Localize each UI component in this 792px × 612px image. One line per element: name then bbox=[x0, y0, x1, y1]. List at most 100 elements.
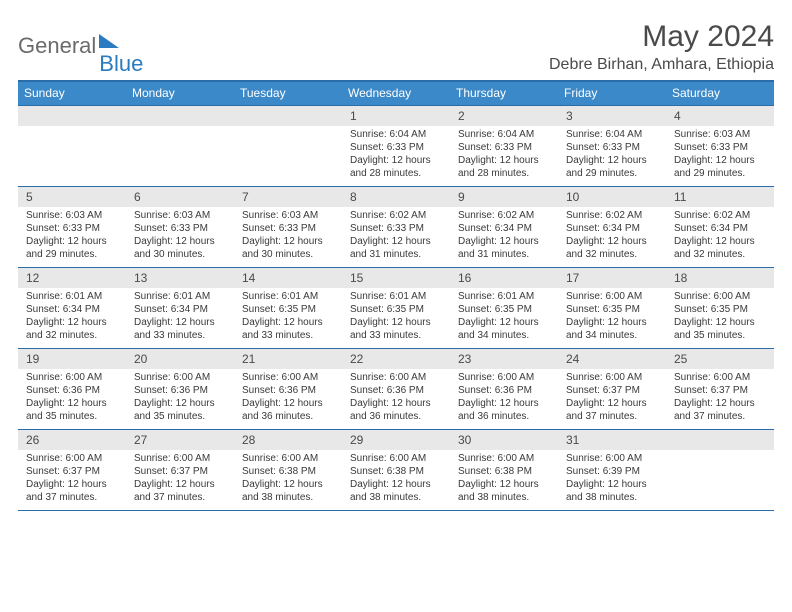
info-line: Sunset: 6:33 PM bbox=[674, 141, 770, 154]
info-line: and 28 minutes. bbox=[458, 167, 554, 180]
info-line: Sunrise: 6:00 AM bbox=[566, 290, 662, 303]
day-number: 28 bbox=[234, 430, 342, 450]
day-info: Sunrise: 6:00 AMSunset: 6:36 PMDaylight:… bbox=[234, 369, 342, 423]
info-line: Sunset: 6:34 PM bbox=[458, 222, 554, 235]
info-line: Sunset: 6:38 PM bbox=[350, 465, 446, 478]
info-line: Daylight: 12 hours bbox=[674, 154, 770, 167]
info-line: Daylight: 12 hours bbox=[26, 235, 122, 248]
day-info: Sunrise: 6:01 AMSunset: 6:34 PMDaylight:… bbox=[126, 288, 234, 342]
day-info: Sunrise: 6:00 AMSunset: 6:38 PMDaylight:… bbox=[450, 450, 558, 504]
info-line: and 36 minutes. bbox=[458, 410, 554, 423]
day-number: 14 bbox=[234, 268, 342, 288]
calendar-cell: 21Sunrise: 6:00 AMSunset: 6:36 PMDayligh… bbox=[234, 349, 342, 429]
info-line: Daylight: 12 hours bbox=[674, 316, 770, 329]
info-line: Daylight: 12 hours bbox=[134, 235, 230, 248]
info-line: Sunset: 6:35 PM bbox=[242, 303, 338, 316]
day-info: Sunrise: 6:00 AMSunset: 6:36 PMDaylight:… bbox=[126, 369, 234, 423]
day-info: Sunrise: 6:04 AMSunset: 6:33 PMDaylight:… bbox=[558, 126, 666, 180]
info-line: Sunset: 6:36 PM bbox=[350, 384, 446, 397]
day-number: 18 bbox=[666, 268, 774, 288]
dayhead-monday: Monday bbox=[126, 82, 234, 105]
day-number: 25 bbox=[666, 349, 774, 369]
week-row: 1Sunrise: 6:04 AMSunset: 6:33 PMDaylight… bbox=[18, 105, 774, 186]
day-info: Sunrise: 6:01 AMSunset: 6:35 PMDaylight:… bbox=[234, 288, 342, 342]
calendar-cell: 6Sunrise: 6:03 AMSunset: 6:33 PMDaylight… bbox=[126, 187, 234, 267]
day-number: 30 bbox=[450, 430, 558, 450]
dayhead-friday: Friday bbox=[558, 82, 666, 105]
info-line: and 38 minutes. bbox=[458, 491, 554, 504]
day-info: Sunrise: 6:03 AMSunset: 6:33 PMDaylight:… bbox=[234, 207, 342, 261]
day-number: 21 bbox=[234, 349, 342, 369]
info-line: Sunrise: 6:00 AM bbox=[566, 452, 662, 465]
day-number: 22 bbox=[342, 349, 450, 369]
day-info: Sunrise: 6:01 AMSunset: 6:35 PMDaylight:… bbox=[342, 288, 450, 342]
info-line: Sunrise: 6:00 AM bbox=[674, 290, 770, 303]
info-line: Sunset: 6:34 PM bbox=[566, 222, 662, 235]
location-text: Debre Birhan, Amhara, Ethiopia bbox=[549, 56, 774, 74]
info-line: Daylight: 12 hours bbox=[350, 478, 446, 491]
day-number: 9 bbox=[450, 187, 558, 207]
day-info: Sunrise: 6:03 AMSunset: 6:33 PMDaylight:… bbox=[666, 126, 774, 180]
info-line: and 32 minutes. bbox=[26, 329, 122, 342]
calendar-cell: 28Sunrise: 6:00 AMSunset: 6:38 PMDayligh… bbox=[234, 430, 342, 510]
info-line: Sunset: 6:33 PM bbox=[350, 222, 446, 235]
day-info: Sunrise: 6:00 AMSunset: 6:37 PMDaylight:… bbox=[666, 369, 774, 423]
info-line: Daylight: 12 hours bbox=[674, 397, 770, 410]
calendar-cell: 22 Sunrise: 6:00 AMSunset: 6:36 PMDayligh… bbox=[342, 349, 450, 429]
info-line: and 35 minutes. bbox=[674, 329, 770, 342]
day-number: 10 bbox=[558, 187, 666, 207]
info-line: Sunrise: 6:00 AM bbox=[242, 371, 338, 384]
day-number: 12 bbox=[18, 268, 126, 288]
day-number: 24 bbox=[558, 349, 666, 369]
info-line: Sunrise: 6:04 AM bbox=[458, 128, 554, 141]
calendar-cell: 12Sunrise: 6:01 AMSunset: 6:34 PMDayligh… bbox=[18, 268, 126, 348]
info-line: Sunset: 6:36 PM bbox=[26, 384, 122, 397]
info-line: and 37 minutes. bbox=[674, 410, 770, 423]
day-info: Sunrise: 6:02 AMSunset: 6:34 PMDaylight:… bbox=[450, 207, 558, 261]
info-line: Sunrise: 6:00 AM bbox=[458, 371, 554, 384]
info-line: Sunrise: 6:00 AM bbox=[242, 452, 338, 465]
day-info: Sunrise: 6:00 AMSunset: 6:37 PMDaylight:… bbox=[126, 450, 234, 504]
info-line: and 30 minutes. bbox=[242, 248, 338, 261]
calendar-cell: 17Sunrise: 6:00 AMSunset: 6:35 PMDayligh… bbox=[558, 268, 666, 348]
day-number: 7 bbox=[234, 187, 342, 207]
info-line: Sunrise: 6:01 AM bbox=[134, 290, 230, 303]
day-number: 11 bbox=[666, 187, 774, 207]
calendar-cell: 1Sunrise: 6:04 AMSunset: 6:33 PMDaylight… bbox=[342, 106, 450, 186]
calendar-cell: 25Sunrise: 6:00 AMSunset: 6:37 PMDayligh… bbox=[666, 349, 774, 429]
day-number bbox=[666, 430, 774, 450]
calendar-cell: 24Sunrise: 6:00 AMSunset: 6:37 PMDayligh… bbox=[558, 349, 666, 429]
info-line: Sunset: 6:33 PM bbox=[566, 141, 662, 154]
day-number: 1 bbox=[342, 106, 450, 126]
info-line: and 33 minutes. bbox=[134, 329, 230, 342]
info-line: Daylight: 12 hours bbox=[350, 397, 446, 410]
info-line: Sunset: 6:33 PM bbox=[350, 141, 446, 154]
day-number bbox=[18, 106, 126, 126]
dayhead-tuesday: Tuesday bbox=[234, 82, 342, 105]
day-info: Sunrise: 6:00 AMSunset: 6:36 PMDaylight:… bbox=[18, 369, 126, 423]
calendar-cell: 5Sunrise: 6:03 AMSunset: 6:33 PMDaylight… bbox=[18, 187, 126, 267]
day-number: 13 bbox=[126, 268, 234, 288]
info-line: Sunrise: 6:00 AM bbox=[350, 371, 446, 384]
info-line: Sunset: 6:35 PM bbox=[350, 303, 446, 316]
info-line: Sunrise: 6:03 AM bbox=[134, 209, 230, 222]
info-line: and 34 minutes. bbox=[566, 329, 662, 342]
info-line: and 31 minutes. bbox=[458, 248, 554, 261]
title-block: May 2024 Debre Birhan, Amhara, Ethiopia bbox=[549, 20, 774, 74]
info-line: Sunset: 6:38 PM bbox=[458, 465, 554, 478]
info-line: Sunrise: 6:00 AM bbox=[134, 371, 230, 384]
header: General Blue May 2024 Debre Birhan, Amha… bbox=[18, 20, 774, 74]
info-line: and 35 minutes. bbox=[26, 410, 122, 423]
info-line: and 33 minutes. bbox=[350, 329, 446, 342]
info-line: Daylight: 12 hours bbox=[26, 478, 122, 491]
logo: General Blue bbox=[18, 20, 143, 68]
info-line: Daylight: 12 hours bbox=[242, 235, 338, 248]
calendar-cell: 20Sunrise: 6:00 AMSunset: 6:36 PMDayligh… bbox=[126, 349, 234, 429]
day-number: 23 bbox=[450, 349, 558, 369]
info-line: Sunrise: 6:01 AM bbox=[350, 290, 446, 303]
info-line: Daylight: 12 hours bbox=[566, 316, 662, 329]
calendar-cell: 14Sunrise: 6:01 AMSunset: 6:35 PMDayligh… bbox=[234, 268, 342, 348]
info-line: Sunset: 6:37 PM bbox=[26, 465, 122, 478]
info-line: Sunrise: 6:03 AM bbox=[242, 209, 338, 222]
calendar-cell: 10Sunrise: 6:02 AMSunset: 6:34 PMDayligh… bbox=[558, 187, 666, 267]
